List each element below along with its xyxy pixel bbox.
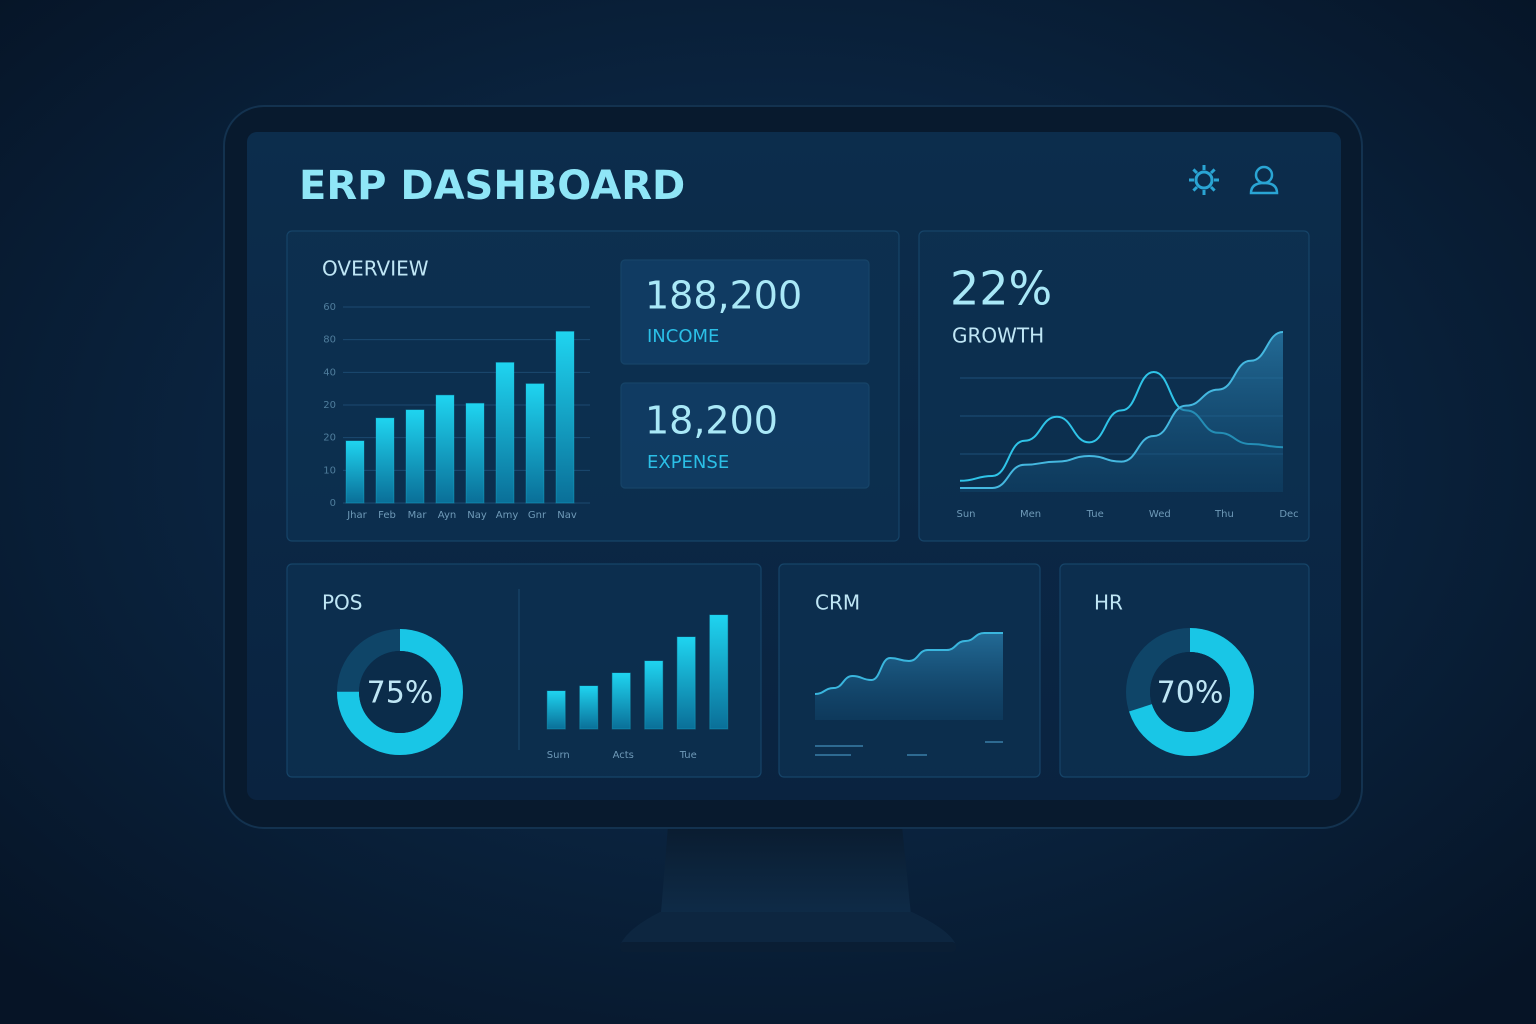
- y-tick-label: 20: [323, 433, 336, 444]
- x-tick-label: Nav: [557, 510, 577, 521]
- expense-card: [620, 382, 870, 489]
- income-card: [620, 259, 870, 365]
- donut-arc: [337, 629, 463, 755]
- bar: [405, 409, 425, 504]
- x-tick-label: Acts: [613, 750, 634, 761]
- line: [814, 632, 1003, 695]
- chart-title: CRM: [815, 591, 860, 615]
- x-tick-label: Amy: [496, 510, 519, 521]
- x-tick-label: Surn: [547, 750, 570, 761]
- x-tick-label: Dec: [1279, 509, 1298, 520]
- chart-title: POS: [322, 591, 363, 615]
- chart-title: OVERVIEW: [322, 257, 429, 281]
- bar: [644, 660, 664, 730]
- bar: [465, 402, 485, 504]
- crm-legend-lines: [815, 741, 1003, 756]
- y-tick-label: 60: [323, 302, 336, 313]
- kpi-value: 188,200: [645, 274, 802, 318]
- headline-value: 22%: [950, 262, 1052, 316]
- donut-arc: [1126, 628, 1254, 756]
- x-tick-label: Feb: [378, 510, 396, 521]
- x-tick-label: Mar: [408, 510, 428, 521]
- kpi-label: EXPENSE: [647, 452, 729, 473]
- monitor-neck: [660, 826, 912, 925]
- kpi-label: INCOME: [647, 326, 719, 347]
- bar: [345, 440, 365, 504]
- bar: [611, 672, 631, 730]
- x-tick-label: Thu: [1214, 509, 1234, 520]
- x-tick-label: Men: [1020, 509, 1041, 520]
- donut-label: 70%: [1157, 676, 1224, 711]
- x-tick-label: Gnr: [528, 510, 547, 521]
- user-icon[interactable]: [1249, 165, 1279, 195]
- bar: [546, 690, 566, 730]
- bar: [525, 383, 545, 504]
- x-tick-label: Sun: [956, 509, 975, 520]
- x-tick-label: Wed: [1149, 509, 1171, 520]
- donut-hole: [359, 651, 441, 733]
- bar: [579, 685, 599, 730]
- kpi-value: 18,200: [645, 399, 778, 443]
- y-tick-label: 40: [323, 367, 336, 378]
- x-tick-label: Ayn: [438, 510, 456, 521]
- x-tick-label: Jhar: [346, 510, 367, 521]
- bar: [676, 636, 696, 730]
- monitor-base-edge: [620, 942, 956, 952]
- bar: [555, 331, 575, 504]
- x-tick-label: Tue: [679, 750, 697, 761]
- line: [960, 331, 1284, 489]
- y-tick-label: 10: [323, 465, 336, 476]
- donut-hole: [1150, 652, 1230, 732]
- x-tick-label: Nay: [467, 510, 487, 521]
- area: [815, 633, 1003, 720]
- bar: [495, 362, 515, 504]
- bar: [709, 614, 729, 730]
- bar: [435, 394, 455, 504]
- chart-title: HR: [1094, 591, 1123, 615]
- y-tick-label: 0: [330, 498, 336, 509]
- bar: [375, 417, 395, 504]
- donut-label: 75%: [367, 676, 434, 711]
- area: [960, 332, 1283, 492]
- dashboard-title: ERP DASHBOARD: [299, 163, 685, 209]
- y-tick-label: 80: [323, 335, 336, 346]
- chart-title: GROWTH: [952, 324, 1044, 348]
- x-tick-label: Tue: [1086, 509, 1104, 520]
- settings-icon[interactable]: [1189, 165, 1219, 195]
- monitor-base: [620, 912, 956, 945]
- y-tick-label: 20: [323, 400, 336, 411]
